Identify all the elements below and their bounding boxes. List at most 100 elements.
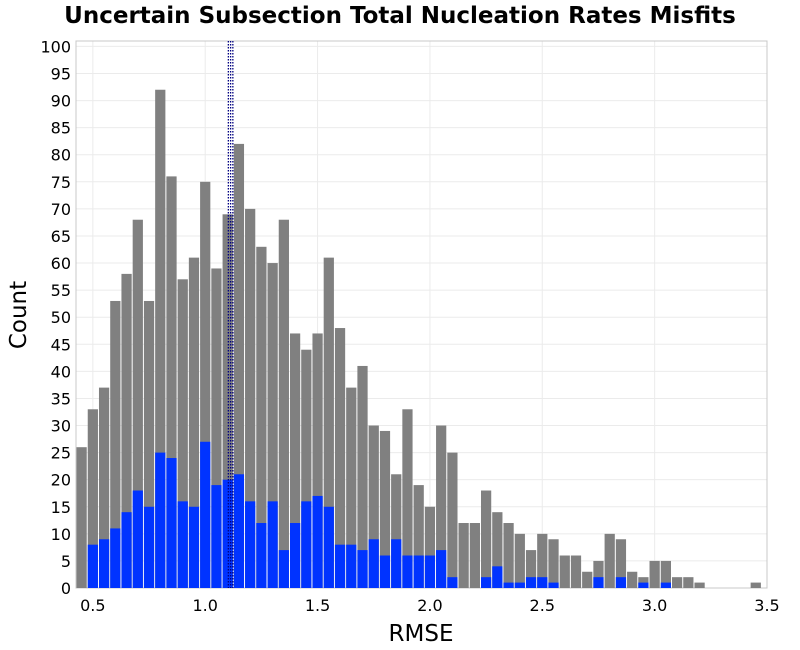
bar-subset [132,490,143,588]
bar-subset [301,501,312,588]
bar-all [155,89,166,588]
bar-all [87,409,98,588]
bar-subset [211,485,222,588]
y-tick-label: 40 [51,362,71,381]
x-tick-label: 1.0 [192,596,217,615]
bar-subset [323,506,334,588]
bar-all [245,208,256,588]
bar-all [503,523,514,588]
bar-all [379,430,391,588]
bar-all [683,577,694,588]
bar-all [121,273,132,588]
bar-subset [615,577,627,588]
bar-all [660,560,671,588]
x-tick-label: 2.0 [417,596,442,615]
bar-subset [155,452,166,588]
bar-all [514,533,525,588]
bar-subset [222,479,233,588]
bar-all [593,560,604,588]
bar-all [346,387,357,588]
y-tick-label: 75 [51,173,71,192]
y-tick-label: 90 [51,92,71,111]
bar-all [233,143,245,588]
bar-subset [346,544,357,588]
bar-all [750,582,761,588]
bar-subset [638,582,649,588]
y-tick-label: 35 [51,389,71,408]
bar-all [458,523,469,588]
y-tick-label: 65 [51,227,71,246]
x-axis-ticks: 0.5 1.0 1.5 2.0 2.5 3.0 3.5 [80,596,780,615]
bar-all [413,485,424,588]
bar-subset [188,506,200,588]
y-tick-label: 80 [51,146,71,165]
y-tick-label: 30 [51,417,71,436]
bar-all [323,257,334,588]
bar-subset [537,577,548,588]
y-axis-label: Count [6,281,32,349]
bar-all [98,387,110,588]
y-tick-label: 25 [51,444,71,463]
bar-all [424,506,436,588]
bars-subset-series [87,441,671,588]
bar-subset [233,474,245,588]
bar-subset [660,582,671,588]
bar-all [391,474,402,588]
bar-subset [436,550,447,588]
bar-subset [413,555,424,588]
bar-all [436,425,447,588]
bar-all [188,257,200,588]
bar-all [357,365,368,588]
bar-all [694,582,705,588]
y-tick-label: 70 [51,200,71,219]
x-tick-label: 0.5 [80,596,105,615]
bar-all [492,512,503,588]
bar-all [256,246,267,588]
bar-all [312,333,323,588]
chart-title: Uncertain Subsection Total Nucleation Ra… [64,3,736,29]
bar-all [627,571,638,588]
bar-all [132,219,143,588]
bar-subset [289,523,301,588]
bar-subset [267,501,278,588]
bar-subset [492,566,503,588]
bar-all [334,328,346,588]
bar-all [525,550,537,588]
bar-all [604,533,615,588]
bar-all [222,214,233,588]
bar-all [548,539,559,588]
bar-subset [548,582,559,588]
bar-all [301,349,312,588]
bar-subset [334,544,346,588]
bar-all [570,555,582,588]
bar-subset [402,555,413,588]
bar-all [559,555,570,588]
bar-all [166,176,177,588]
bar-subset [514,582,525,588]
bar-subset [278,550,289,588]
bar-subset [245,501,256,588]
bar-subset [143,506,155,588]
x-tick-label: 3.5 [754,596,779,615]
bar-all [582,571,593,588]
y-tick-label: 0 [61,579,71,598]
y-axis-ticks: 0 5 10 15 20 25 30 35 40 45 50 55 60 65 70 75 80 85 90 95 10… [40,37,71,598]
bar-all [200,181,211,588]
bar-subset [368,539,379,588]
bars-all-series [76,89,761,588]
reference-lines [227,41,234,588]
bar-subset [166,458,177,588]
y-tick-label: 60 [51,254,71,273]
bar-all [615,539,627,588]
bar-all [110,300,121,588]
bar-all [402,409,413,588]
bar-all [447,452,458,588]
bar-subset [87,544,98,588]
bar-subset [525,577,537,588]
bar-subset [98,539,110,588]
bar-all [537,533,548,588]
bar-subset [177,501,188,588]
bar-all [649,560,660,588]
bar-subset [447,577,458,588]
bar-all [289,333,301,588]
